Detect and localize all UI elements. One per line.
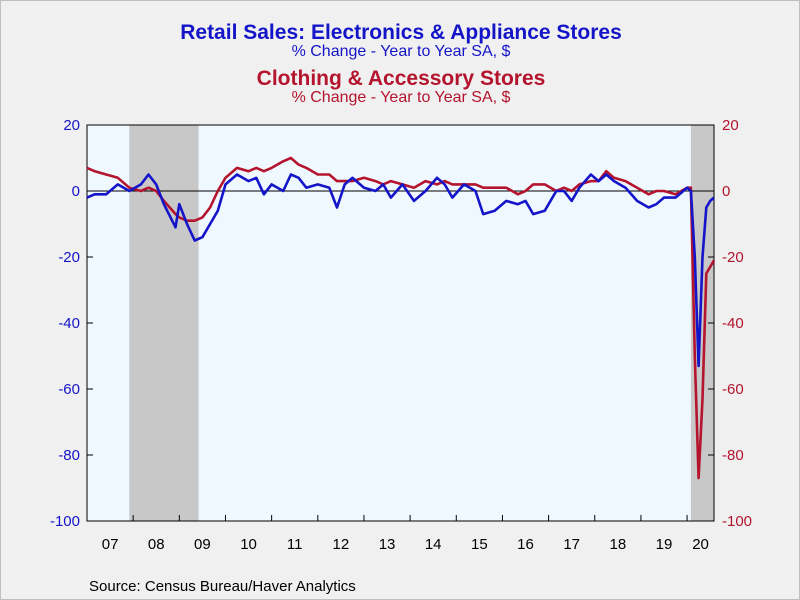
y-tick-label-left: -60 [58,381,80,398]
source-note: Source: Census Bureau/Haver Analytics [89,578,356,595]
title-clothing: Clothing & Accessory Stores % Change - Y… [1,67,799,106]
axes-layer: 20 20 0 0 -20 -20 -40 -40 -60 -60 -80 -80 -100 -100 07… [50,117,752,553]
y-tick-label-right: -80 [722,447,744,464]
x-tick-label: 14 [425,536,442,553]
x-tick-label: 20 [692,536,709,553]
x-tick-label: 09 [194,536,211,553]
y-tick-label-left: 0 [72,183,80,200]
y-tick-label-left: -80 [58,447,80,464]
x-tick-label: 18 [609,536,626,553]
x-tick-label: 13 [379,536,396,553]
series-line-clothing [86,156,716,480]
series2-title: Clothing & Accessory Stores [256,67,546,90]
y-tick-label-right: -20 [722,249,744,266]
x-tick-label: 10 [240,536,257,553]
y-tick-label-right: -60 [722,381,744,398]
title-electronics: Retail Sales: Electronics & Appliance St… [1,21,799,60]
x-tick-label: 16 [517,536,534,553]
series1-subtitle: % Change - Year to Year SA, $ [291,43,511,60]
series-layer [86,156,716,480]
series-line-electronics [86,173,715,368]
x-tick-label: 15 [471,536,488,553]
y-tick-label-left: -20 [58,249,80,266]
y-tick-label-left: -100 [50,513,80,530]
y-tick-label-right: -100 [722,513,752,530]
y-tick-label-right: 0 [722,183,730,200]
x-tick-label: 19 [656,536,673,553]
y-tick-label-left: 20 [63,117,80,134]
y-tick-label-right: -40 [722,315,744,332]
x-tick-label: 17 [563,536,580,553]
x-tick-label: 11 [287,536,303,553]
x-tick-label: 12 [333,536,350,553]
y-tick-label-right: 20 [722,117,739,134]
y-tick-label-left: -40 [58,315,80,332]
series2-subtitle: % Change - Year to Year SA, $ [291,89,511,106]
series1-title: Retail Sales: Electronics & Appliance St… [180,21,622,44]
x-tick-label: 07 [102,536,119,553]
x-tick-label: 08 [148,536,165,553]
